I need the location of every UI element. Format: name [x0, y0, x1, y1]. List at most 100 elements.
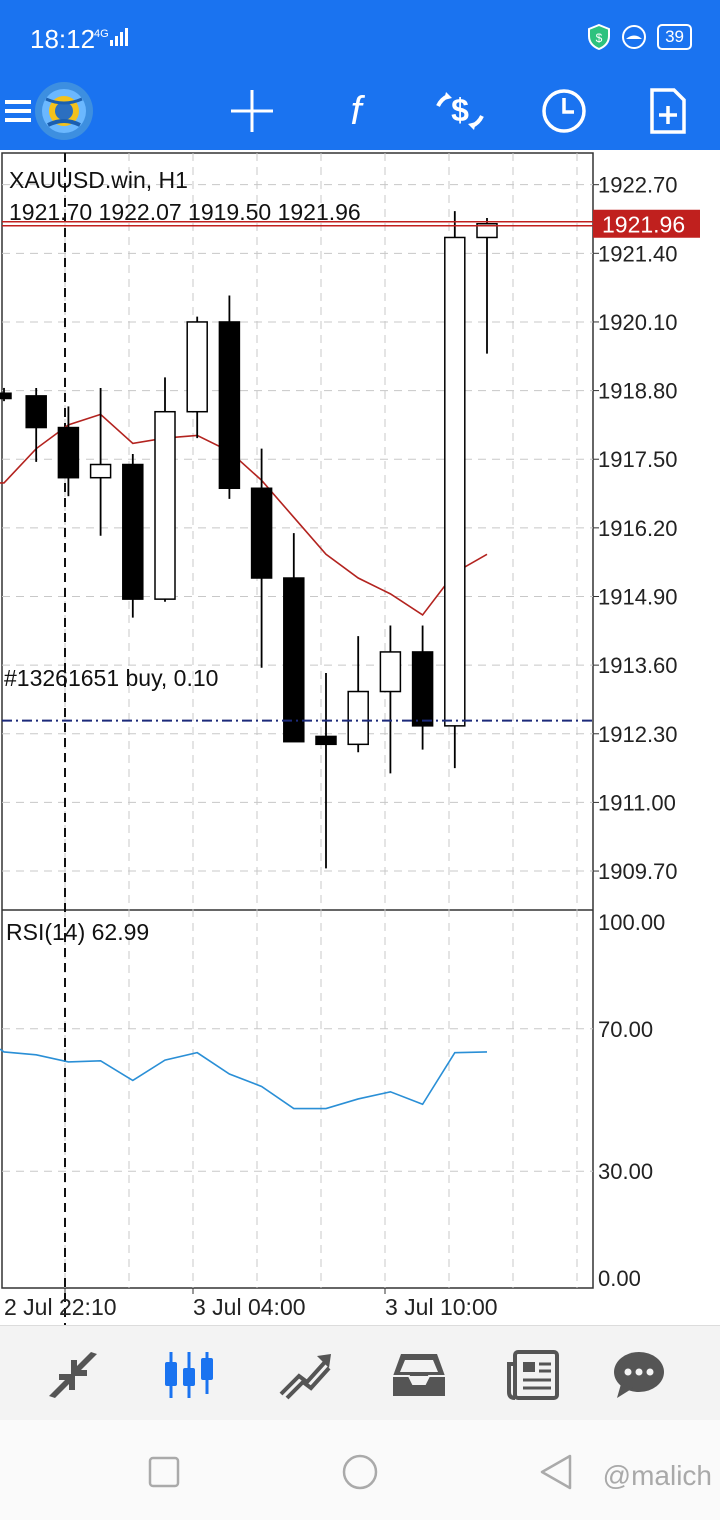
price-chart[interactable]: 1921.96 XAUUSD.win, H1 1921.70 1922.07 1…	[0, 150, 720, 1325]
quotes-arrows-icon	[49, 1352, 97, 1398]
rsi-label: RSI(14) 62.99	[6, 919, 149, 945]
rsi-indicator	[0, 1048, 488, 1110]
nav-quotes[interactable]	[38, 1340, 108, 1410]
candle	[0, 387, 12, 402]
new-order-button[interactable]	[638, 81, 698, 141]
indicators-icon: f	[350, 89, 365, 133]
trade-icon: $	[436, 92, 484, 130]
price-tick-label: 1914.90	[598, 584, 678, 609]
candle-body	[122, 463, 144, 600]
price-tick-label: 1911.00	[598, 790, 676, 815]
rsi-tick-label: 0.00	[598, 1266, 641, 1291]
bid-price-label: 1921.96	[602, 212, 685, 238]
candles-chart-icon	[165, 1352, 213, 1398]
price-tick-label: 1909.70	[598, 859, 678, 884]
nav-news[interactable]	[498, 1340, 568, 1410]
svg-text:f: f	[350, 89, 365, 133]
trade-button[interactable]: $	[430, 81, 490, 141]
candle	[186, 316, 208, 439]
battery-icon: 39	[657, 24, 692, 50]
candle	[476, 217, 498, 354]
candle	[444, 211, 466, 769]
vpn-icon	[622, 25, 647, 49]
candle-body	[347, 690, 369, 746]
candle-body	[411, 651, 434, 727]
bottom-navigation	[0, 1325, 720, 1421]
price-tick-label: 1913.60	[598, 653, 678, 678]
history-inbox-icon	[393, 1354, 445, 1396]
candle-body	[476, 222, 498, 239]
price-tick-label: 1918.80	[598, 379, 678, 404]
timeframe-button[interactable]	[534, 81, 594, 141]
symbol-label: XAUUSD.win, H1	[9, 167, 188, 193]
home-icon[interactable]	[340, 1452, 380, 1492]
app-logo[interactable]	[34, 81, 94, 141]
candle-body	[218, 321, 241, 490]
candle-body	[89, 463, 112, 479]
candle	[89, 387, 112, 536]
candle-body	[250, 487, 273, 579]
recent-apps-icon[interactable]	[147, 1455, 181, 1489]
candle-body	[283, 577, 305, 743]
candle	[411, 625, 434, 750]
time-axis-label: 3 Jul 04:00	[193, 1294, 306, 1320]
candle-body	[186, 321, 208, 413]
svg-text:$: $	[596, 31, 603, 45]
status-bar: 18:12 4G $ 39	[0, 0, 720, 75]
nav-chart[interactable]	[154, 1340, 224, 1410]
rsi-tick-label: 30.00	[598, 1159, 653, 1184]
new-order-icon	[650, 88, 686, 134]
price-tick-label: 1920.10	[598, 310, 678, 335]
back-icon[interactable]	[538, 1452, 574, 1492]
candle	[154, 377, 176, 602]
svg-text:$: $	[451, 92, 469, 128]
candle-body	[57, 426, 80, 479]
menu-button[interactable]	[0, 81, 46, 141]
candle	[283, 533, 305, 743]
candlesticks	[0, 211, 498, 869]
candle-body	[25, 395, 47, 429]
battery-level: 39	[665, 27, 684, 46]
rsi-tick-label: 100.00	[598, 910, 665, 935]
chart-area[interactable]: 1921.96 XAUUSD.win, H1 1921.70 1922.07 1…	[0, 150, 720, 1325]
rsi-line	[0, 1048, 488, 1110]
ohlc-label: 1921.70 1922.07 1919.50 1921.96	[9, 199, 361, 225]
candle	[379, 625, 402, 774]
chart-toolbar: f $	[0, 75, 720, 150]
menu-icon	[5, 100, 31, 122]
crosshair-button[interactable]	[222, 81, 282, 141]
candle-body	[444, 236, 466, 727]
network-type: 4G	[94, 28, 109, 40]
candle	[122, 453, 144, 618]
bid-price-tag	[593, 209, 700, 238]
chat-bubble-icon	[614, 1352, 664, 1398]
status-time: 18:12	[30, 24, 96, 54]
timeframe-clock-icon	[542, 89, 586, 133]
candle	[25, 387, 47, 462]
nav-history[interactable]	[384, 1340, 454, 1410]
indicators-button[interactable]: f	[326, 81, 386, 141]
candle-body	[379, 651, 402, 693]
candle	[250, 448, 273, 668]
chart-labels: XAUUSD.win, H1 1921.70 1922.07 1919.50 1…	[4, 167, 678, 1320]
chart-overlays: 1921.96	[2, 209, 700, 722]
time-axis-label: 2 Jul 22:10	[4, 1294, 117, 1320]
news-icon	[507, 1350, 559, 1400]
candle	[218, 295, 241, 499]
price-tick-label: 1916.20	[598, 516, 678, 541]
candle	[315, 673, 337, 869]
rsi-tick-label: 70.00	[598, 1017, 653, 1042]
crosshair-icon	[231, 90, 273, 132]
signal-icon	[110, 28, 128, 46]
nav-messages[interactable]	[604, 1340, 674, 1410]
candle-body	[154, 410, 176, 600]
nav-trade[interactable]	[270, 1340, 340, 1410]
candle-body	[0, 392, 12, 400]
candle	[347, 636, 369, 753]
system-navigation: @malich	[0, 1420, 720, 1520]
shield-check-icon: $	[588, 24, 611, 50]
price-tick-label: 1922.70	[598, 173, 678, 198]
candle	[57, 406, 80, 497]
watermark: @malich	[602, 1460, 712, 1491]
price-tick-label: 1921.40	[598, 241, 678, 266]
